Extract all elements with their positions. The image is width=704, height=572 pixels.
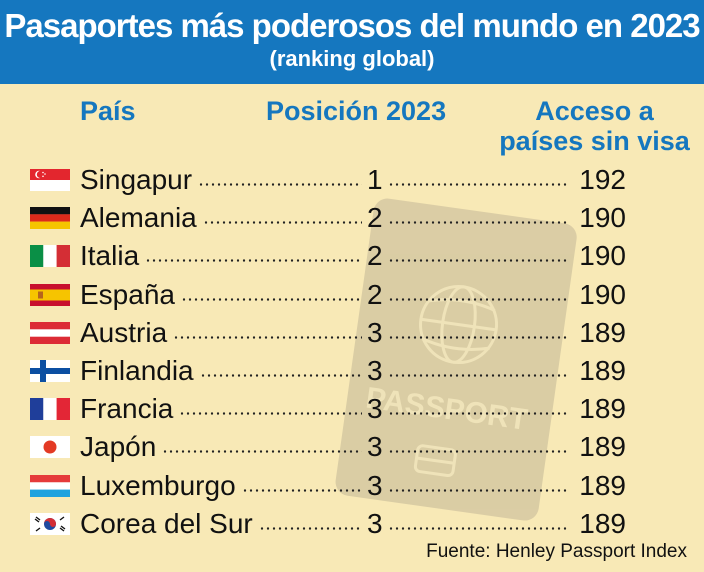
visa-free-access-value: 189 (579, 316, 626, 348)
leader-dots (179, 412, 362, 416)
rank-value: 3 (367, 469, 383, 501)
leader-dots (388, 374, 568, 377)
page-subtitle: (ranking global) (269, 46, 435, 71)
visa-free-access-value: 189 (579, 355, 626, 386)
table-row: Alemania 2 190 (0, 200, 704, 236)
leader-dots (181, 297, 362, 301)
leader-dots (173, 335, 362, 339)
table-row: España 2 190 (0, 277, 704, 313)
finland-flag (30, 360, 70, 382)
rank-value: 3 (367, 431, 383, 463)
leader-dots (388, 450, 568, 454)
leader-dots (388, 412, 568, 416)
austria-flag (30, 321, 70, 344)
rank-value: 2 (367, 278, 383, 310)
visa-free-access-value: 190 (579, 202, 626, 234)
table-row: Finlandia 3 189 (0, 353, 704, 389)
country-name: Finlandia (80, 355, 194, 386)
rank-value: 3 (367, 507, 383, 539)
visa-free-access-value: 190 (579, 278, 626, 310)
visa-free-access-value: 192 (579, 164, 626, 195)
leader-dots (388, 335, 568, 339)
leader-dots (388, 259, 568, 263)
table-row: Japón 3 189 (0, 429, 704, 465)
column-header-rank: Posición 2023 (266, 96, 447, 126)
rank-value: 3 (367, 316, 383, 348)
country-name: Singapur (80, 164, 193, 195)
table-row: Corea del Sur 3 189 (0, 506, 704, 542)
spain-flag (30, 283, 70, 306)
country-name: Alemania (80, 202, 197, 234)
table-row: Singapur 1 192 (0, 162, 704, 198)
country-name: Francia (80, 393, 174, 425)
column-header-access-line2: países sin visa (499, 126, 690, 156)
leader-dots (388, 297, 568, 301)
column-header-access: Acceso a países sin visa (492, 96, 697, 156)
country-name: Austria (80, 316, 168, 348)
visa-free-access-value: 189 (579, 393, 626, 425)
table-row: Francia 3 189 (0, 391, 704, 427)
source-note: Fuente: Henley Passport Index (426, 541, 687, 562)
visa-free-access-value: 190 (579, 240, 626, 272)
leader-dots (388, 183, 568, 186)
leader-dots (162, 450, 362, 454)
rank-value: 3 (367, 393, 383, 425)
leader-dots (203, 221, 362, 225)
page-title: Pasaportes más poderosos del mundo en 20… (4, 7, 700, 44)
leader-dots (388, 221, 568, 225)
country-name: Luxemburgo (80, 469, 236, 501)
leader-dots (145, 259, 362, 263)
visa-free-access-value: 189 (579, 507, 626, 539)
leader-dots (259, 526, 362, 530)
column-header-access-line1: Acceso a (535, 96, 654, 126)
leader-dots (200, 374, 362, 377)
south-korea-flag (30, 512, 70, 535)
leader-dots (242, 488, 362, 492)
country-name: Japón (80, 431, 157, 463)
italy-flag (30, 245, 70, 268)
rank-value: 2 (367, 240, 383, 272)
table-row: Austria 3 189 (0, 315, 704, 351)
table-row: Italia 2 190 (0, 238, 704, 274)
visa-free-access-value: 189 (579, 469, 626, 501)
leader-dots (388, 526, 568, 530)
japan-flag (30, 436, 70, 459)
germany-flag (30, 207, 70, 230)
country-name: Italia (80, 240, 140, 272)
column-header-country: País (80, 96, 136, 126)
country-name: España (80, 278, 175, 310)
country-name: Corea del Sur (80, 507, 253, 539)
rank-value: 1 (367, 164, 383, 195)
visa-free-access-value: 189 (579, 431, 626, 463)
leader-dots (198, 183, 362, 186)
leader-dots (388, 488, 568, 492)
table-row: Luxemburgo 3 189 (0, 468, 704, 504)
rank-value: 3 (367, 355, 383, 386)
singapore-flag (30, 169, 70, 191)
title-banner: Pasaportes más poderosos del mundo en 20… (0, 0, 704, 84)
luxembourg-flag (30, 474, 70, 497)
rank-value: 2 (367, 202, 383, 234)
france-flag (30, 398, 70, 421)
